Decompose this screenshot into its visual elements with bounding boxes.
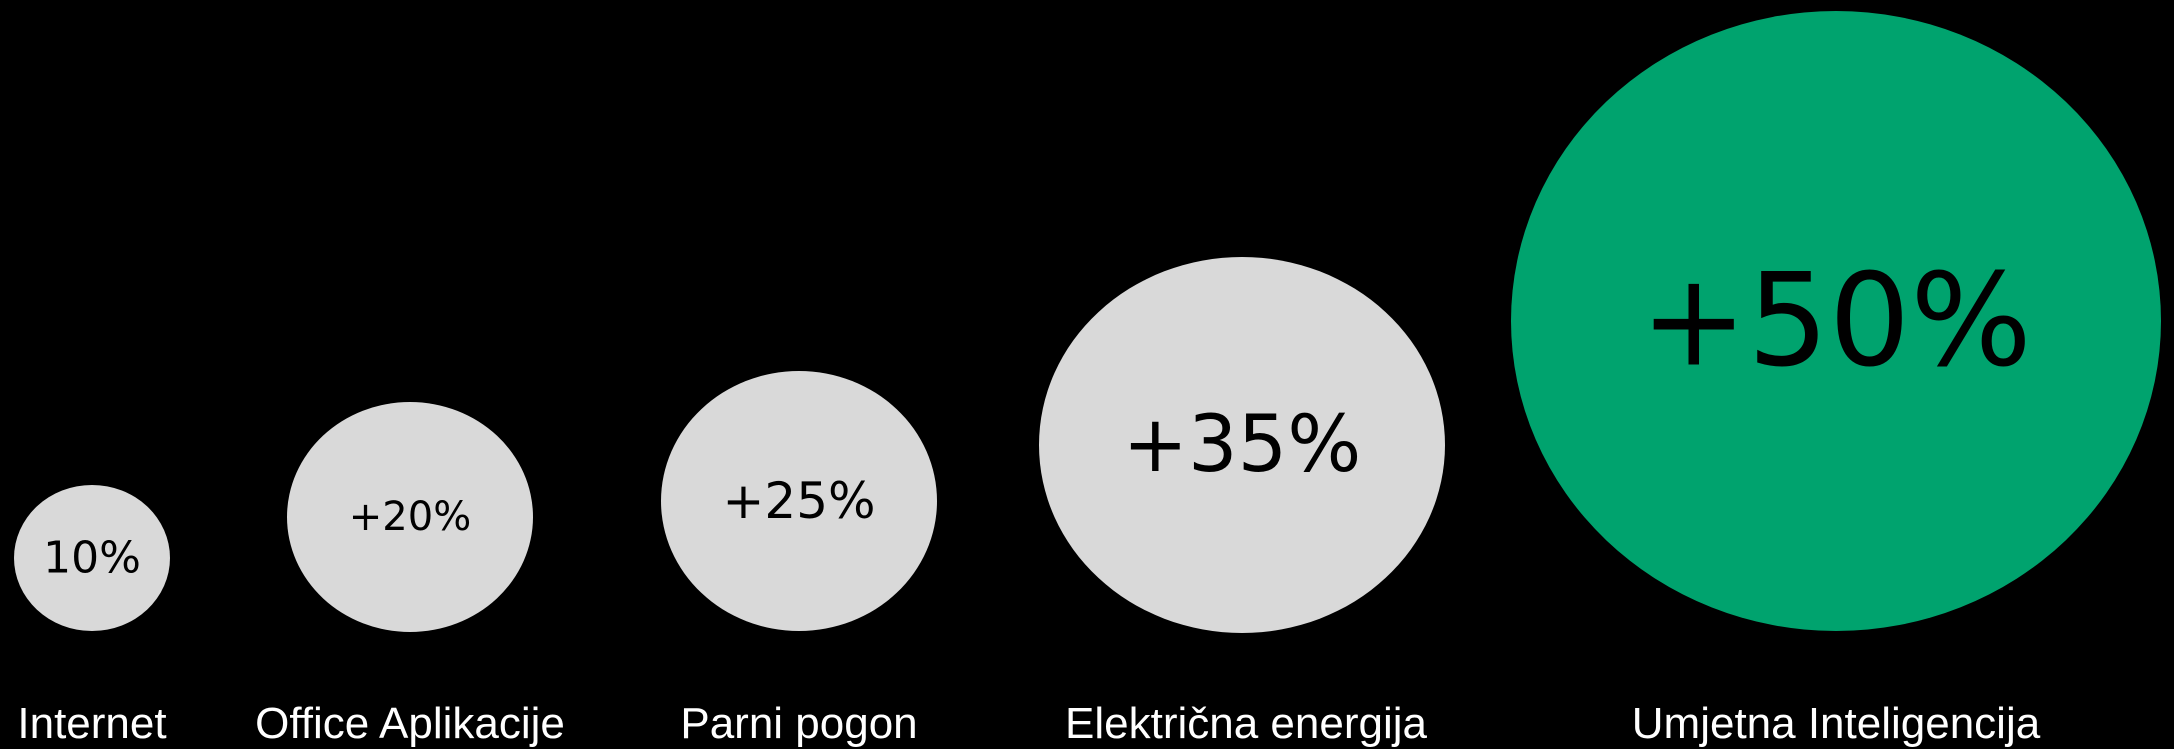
bubble-group: +50% Umjetna Inteligencija — [1511, 11, 2161, 748]
bubble-value-label: +50% — [1640, 247, 2032, 396]
bubble-group: +35% Električna energija — [1039, 257, 1445, 748]
bubble-value-label: +20% — [349, 494, 471, 540]
category-label: Office Aplikacije — [255, 699, 565, 748]
bubble — [661, 371, 937, 631]
category-label: Internet — [17, 699, 166, 748]
bubble — [1511, 11, 2161, 631]
bubble — [287, 402, 533, 632]
category-label: Parni pogon — [680, 699, 917, 748]
bubble — [1039, 257, 1445, 633]
category-label: Električna energija — [1065, 699, 1427, 748]
bubble — [14, 485, 170, 631]
bubble-value-label: +25% — [722, 472, 875, 530]
bubble-group: +25% Parni pogon — [661, 371, 937, 748]
bubble-group: 10% Internet — [14, 485, 170, 748]
bubble-value-label: +35% — [1123, 400, 1362, 490]
bubble-value-label: 10% — [43, 533, 141, 584]
category-label: Umjetna Inteligencija — [1632, 699, 2041, 748]
bubble-group: +20% Office Aplikacije — [255, 402, 565, 748]
